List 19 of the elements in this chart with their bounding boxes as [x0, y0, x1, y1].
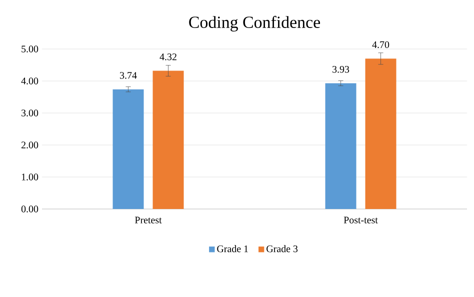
- x-tick-label: Post-test: [344, 216, 378, 224]
- y-tick-label: 4.00: [21, 78, 38, 84]
- data-label: 3.93: [332, 66, 350, 73]
- y-tick-label: 1.00: [22, 174, 38, 180]
- bar: [112, 89, 144, 209]
- x-tick-label: Pretest: [134, 216, 162, 224]
- y-tick-label: 2.00: [21, 142, 38, 148]
- data-label: 4.70: [372, 41, 390, 48]
- legend-label: Grade 1: [217, 245, 248, 252]
- y-tick-label: 5.00: [22, 46, 38, 52]
- bar: [365, 58, 396, 209]
- bar: [325, 83, 356, 209]
- bar: [152, 70, 184, 209]
- y-tick-label: 3.00: [22, 110, 38, 116]
- chart-title: Coding Confidence: [189, 16, 320, 32]
- data-label: 3.74: [120, 72, 137, 79]
- data-label: 4.32: [160, 54, 176, 60]
- y-tick-label: 0.00: [21, 206, 38, 212]
- legend-label: Grade 3: [266, 245, 298, 252]
